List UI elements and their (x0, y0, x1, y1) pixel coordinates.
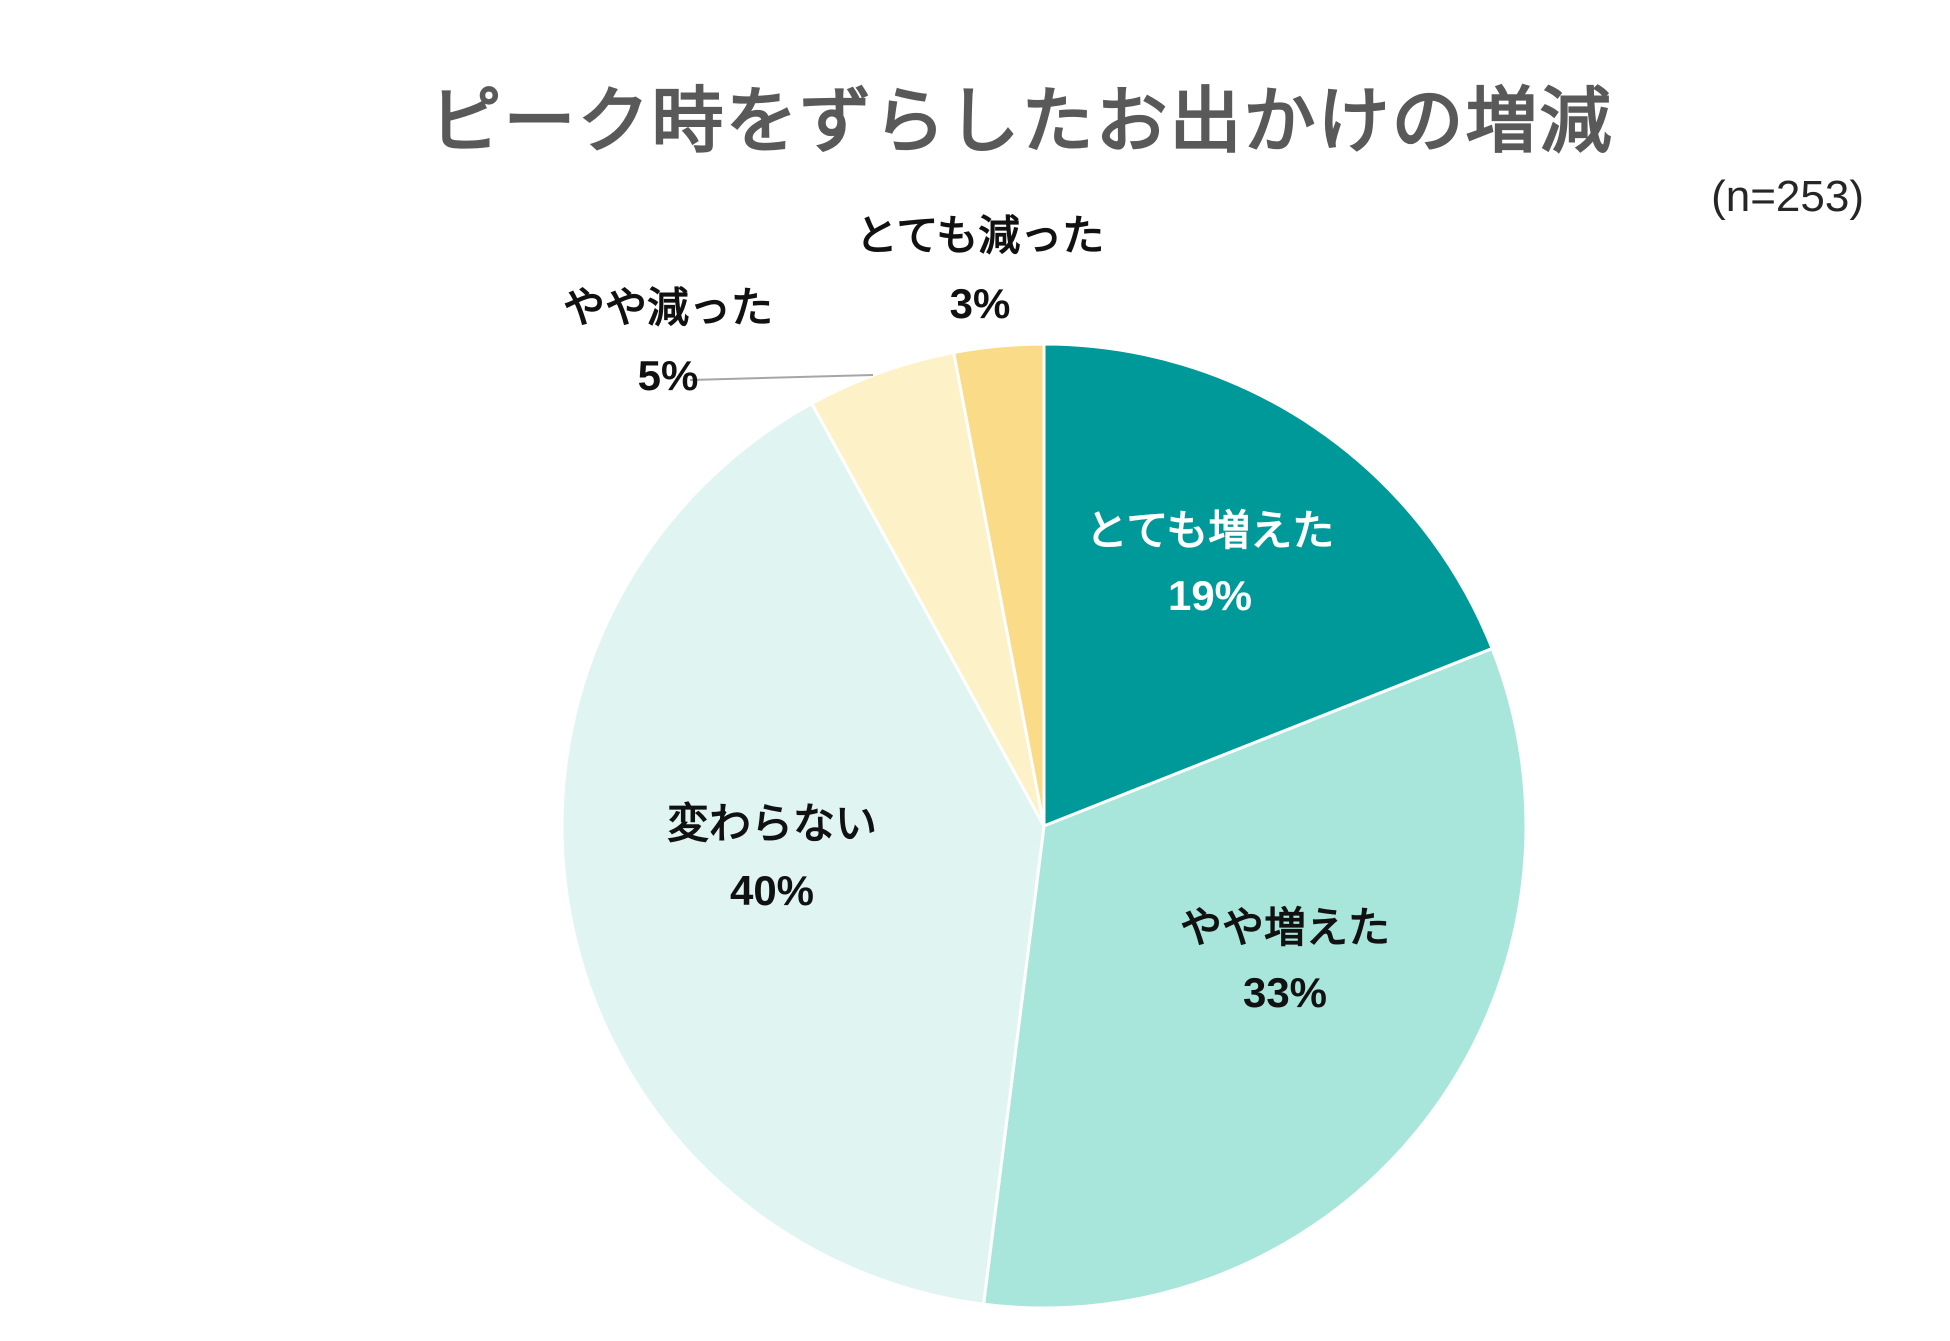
slice-label-very-increased: とても増えた (1086, 506, 1335, 555)
chart-title: ピーク時をずらしたお出かけの増減 (429, 79, 1614, 163)
pie-slice-slightly-increased (981, 646, 1528, 1310)
pie-slice-very-decreased (951, 342, 1046, 827)
slice-value-very-decreased: 3% (950, 280, 1011, 327)
slice-label-unchanged: 変わらない (667, 799, 877, 848)
slice-value-slightly-decreased: 5% (638, 352, 699, 399)
sample-size-note: (n=253) (1711, 172, 1864, 221)
pie-slice-slightly-decreased (809, 350, 1046, 827)
slice-value-very-increased: 19% (1168, 572, 1252, 619)
slice-value-slightly-increased: 33% (1243, 969, 1327, 1016)
slice-label-very-decreased: とても減った (856, 211, 1105, 260)
pie-slice-very-increased (1042, 342, 1495, 829)
slice-label-slightly-increased: やや増えた (1180, 903, 1390, 952)
slice-value-unchanged: 40% (730, 867, 814, 914)
pie-slice-unchanged (560, 401, 1046, 1306)
slice-label-slightly-decreased: やや減った (563, 283, 773, 332)
leader-line-slightly-decreased (689, 374, 874, 381)
